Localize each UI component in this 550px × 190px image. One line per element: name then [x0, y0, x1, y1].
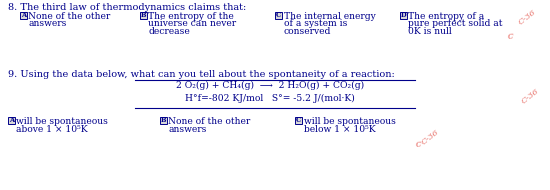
Text: answers: answers	[168, 124, 207, 134]
Text: answers: answers	[29, 20, 67, 28]
Text: conserved: conserved	[283, 27, 331, 36]
Text: None of the other: None of the other	[29, 12, 111, 21]
FancyBboxPatch shape	[275, 12, 282, 18]
Text: 0K is null: 0K is null	[409, 27, 452, 36]
FancyBboxPatch shape	[140, 12, 146, 18]
FancyBboxPatch shape	[8, 117, 14, 124]
Text: 9. Using the data below, what can you tell about the spontaneity of a reaction:: 9. Using the data below, what can you te…	[8, 70, 395, 79]
Text: above 1 × 10⁵K: above 1 × 10⁵K	[16, 124, 88, 134]
Text: C: C	[296, 116, 301, 124]
FancyBboxPatch shape	[400, 12, 406, 18]
Text: C-36: C-36	[520, 87, 540, 106]
Text: A: A	[21, 11, 26, 19]
Text: C-36: C-36	[420, 128, 441, 147]
Text: below 1 × 10⁵K: below 1 × 10⁵K	[304, 124, 375, 134]
Text: c: c	[415, 140, 421, 150]
FancyBboxPatch shape	[160, 117, 167, 124]
Text: of a system is: of a system is	[283, 20, 347, 28]
Text: C: C	[276, 11, 281, 19]
Text: The internal energy: The internal energy	[283, 12, 375, 21]
Text: will be spontaneous: will be spontaneous	[304, 117, 395, 126]
Text: None of the other: None of the other	[168, 117, 251, 126]
Text: decrease: decrease	[148, 27, 190, 36]
FancyBboxPatch shape	[20, 12, 26, 18]
Text: The entropy of a: The entropy of a	[409, 12, 485, 21]
Text: A: A	[9, 116, 14, 124]
Text: universe can never: universe can never	[148, 20, 236, 28]
Text: pure perfect solid at: pure perfect solid at	[409, 20, 503, 28]
Text: c: c	[507, 32, 513, 41]
Text: C-36: C-36	[516, 8, 537, 27]
Text: will be spontaneous: will be spontaneous	[16, 117, 108, 126]
FancyBboxPatch shape	[295, 117, 301, 124]
Text: B: B	[161, 116, 166, 124]
Text: D: D	[400, 11, 406, 19]
Text: 2 O₂(g) + CH₄(g)  ⟶  2 H₂O(g) + CO₂(g): 2 O₂(g) + CH₄(g) ⟶ 2 H₂O(g) + CO₂(g)	[176, 81, 364, 90]
Text: The entropy of the: The entropy of the	[148, 12, 234, 21]
Text: H°f=-802 KJ/mol   S°= -5.2 J/(mol·K): H°f=-802 KJ/mol S°= -5.2 J/(mol·K)	[185, 94, 355, 103]
Text: B: B	[140, 11, 146, 19]
Text: 8. The third law of thermodynamics claims that:: 8. The third law of thermodynamics claim…	[8, 3, 246, 12]
